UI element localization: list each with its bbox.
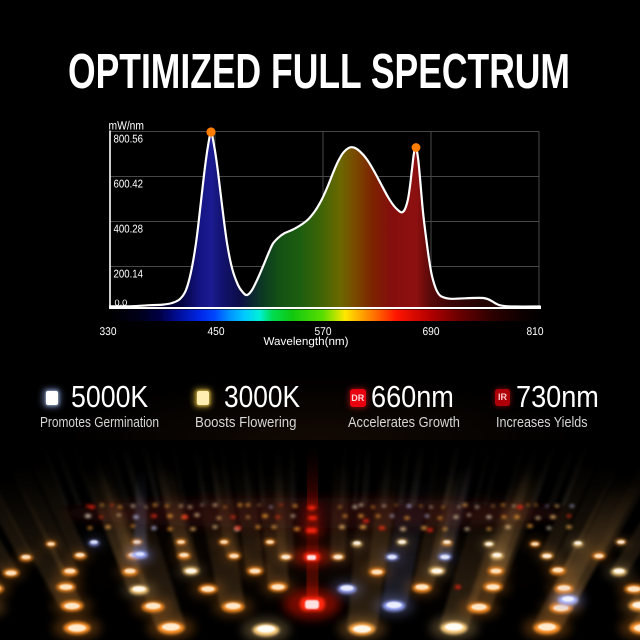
svg-text:400.28: 400.28 — [114, 224, 144, 236]
svg-text:570: 570 — [315, 326, 332, 338]
svg-text:800.56: 800.56 — [114, 134, 144, 146]
svg-text:810: 810 — [527, 326, 544, 338]
svg-text:600.42: 600.42 — [114, 179, 144, 191]
svg-text:0.0: 0.0 — [115, 298, 128, 308]
svg-text:450: 450 — [208, 326, 225, 338]
svg-text:330: 330 — [100, 326, 117, 338]
svg-text:mW/nm: mW/nm — [109, 119, 145, 133]
svg-text:690: 690 — [423, 326, 440, 338]
svg-text:Wavelength(nm): Wavelength(nm) — [264, 336, 349, 348]
svg-text:200.14: 200.14 — [114, 269, 144, 281]
